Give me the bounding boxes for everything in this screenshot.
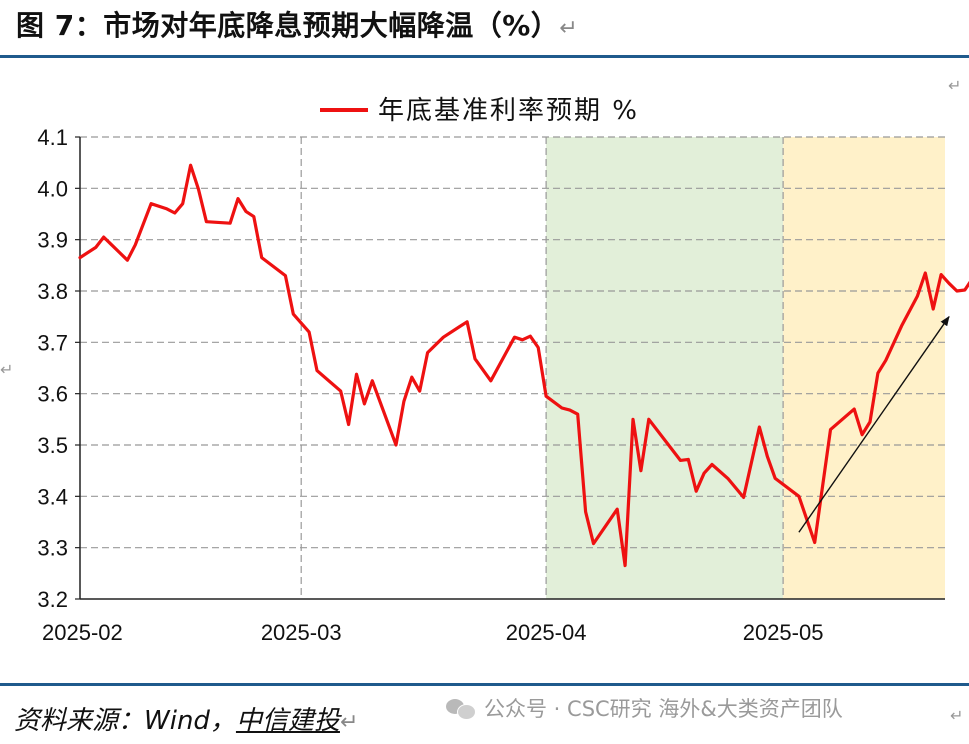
axes: [79, 137, 945, 600]
return-mark-left: ↵: [0, 360, 14, 379]
x-tick-label: 2025-05: [743, 620, 824, 645]
figure-title: 图 7：市场对年底降息预期大幅降温（%）↵: [16, 9, 579, 42]
shaded-band-yellow: [783, 137, 945, 599]
return-mark-right: ↵: [948, 76, 962, 95]
source-org: 中信建投: [235, 706, 340, 736]
y-tick-label: 4.1: [37, 125, 68, 150]
top-rule: [0, 55, 969, 58]
series-line-0: [78, 163, 969, 568]
y-tick-labels: 3.2 3.3 3.4 3.5 3.6 3.7 3.8 3.9 4.0 4.1: [37, 125, 80, 612]
x-tick-label: 2025-03: [261, 620, 342, 645]
y-tick-label: 3.2: [37, 587, 68, 612]
return-mark-corner: ↵: [950, 706, 964, 725]
return-mark: ↵: [559, 16, 579, 41]
watermark-text: 公众号 · CSC研究 海外&大类资产团队: [484, 697, 843, 721]
y-tick-label: 3.6: [37, 382, 68, 407]
legend-label: 年底基准利率预期 %: [378, 96, 639, 126]
y-tick-label: 3.9: [37, 228, 68, 253]
watermark: 公众号 · CSC研究 海外&大类资产团队: [446, 693, 843, 723]
shaded-periods: [546, 137, 945, 599]
line-chart: 3.23.33.43.53.63.73.83.94.04.1 2025-02 20…: [37, 96, 969, 645]
x-tick-labels: 2025-02 2025-03 2025-04 2025-05: [42, 620, 823, 645]
y-tick-label: 3.4: [37, 484, 68, 509]
y-tick-label: 4.0: [37, 176, 68, 201]
source-note: 资料来源：Wind，中信建投↵: [14, 700, 358, 737]
y-tick-label: 3.5: [37, 433, 68, 458]
x-tick-label: 2025-04: [506, 620, 587, 645]
wechat-icon: [446, 697, 476, 720]
y-tick-label: 3.8: [37, 279, 68, 304]
legend: 年底基准利率预期 %: [320, 96, 639, 126]
source-wind: Wind，: [144, 706, 236, 736]
shaded-band-green: [546, 137, 784, 599]
return-mark-source: ↵: [339, 710, 359, 735]
bottom-rule: [0, 683, 969, 686]
y-tick-label: 3.7: [37, 330, 68, 355]
annotations: [798, 315, 950, 533]
x-tick-label: 2025-02: [42, 620, 123, 645]
y-tick-label: 3.3: [37, 536, 68, 561]
trend-arrow-icon: [798, 315, 950, 533]
grid-lines: [80, 136, 945, 599]
series-lines: [78, 163, 969, 568]
source-label: 资料来源：: [14, 706, 145, 736]
